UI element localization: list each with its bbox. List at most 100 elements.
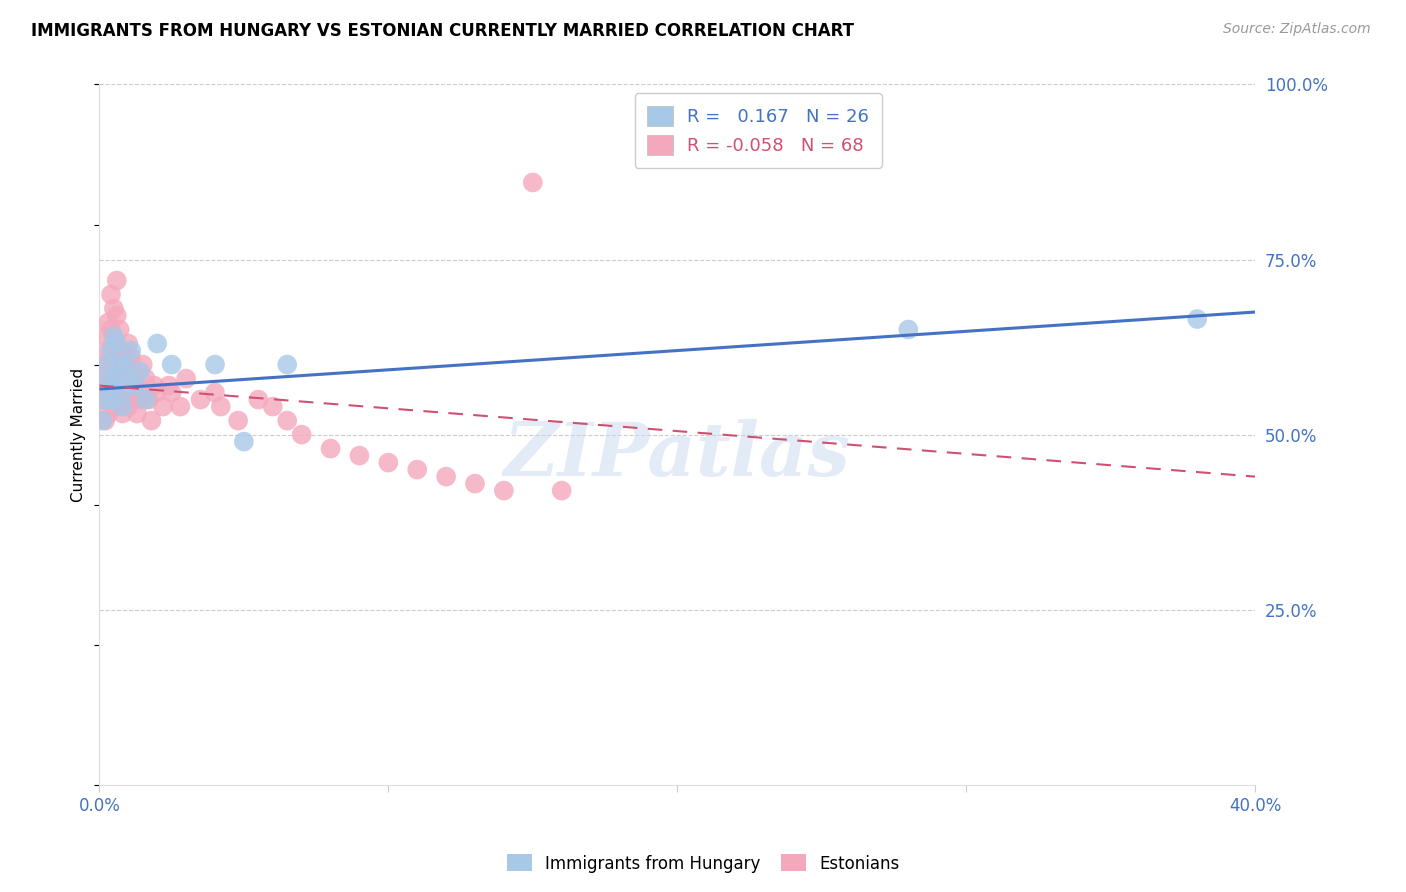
Point <box>276 358 298 372</box>
Point <box>105 371 128 385</box>
Point <box>114 358 136 372</box>
Point <box>100 358 122 372</box>
Point <box>135 392 157 407</box>
Point <box>105 378 128 392</box>
Point <box>125 407 148 421</box>
Legend: Immigrants from Hungary, Estonians: Immigrants from Hungary, Estonians <box>501 847 905 880</box>
Point <box>103 378 125 392</box>
Point <box>349 449 371 463</box>
Point <box>160 385 183 400</box>
Point <box>169 400 191 414</box>
Point <box>103 336 125 351</box>
Point <box>122 365 145 379</box>
Point <box>897 322 920 336</box>
Point <box>111 343 134 358</box>
Point <box>103 329 125 343</box>
Text: IMMIGRANTS FROM HUNGARY VS ESTONIAN CURRENTLY MARRIED CORRELATION CHART: IMMIGRANTS FROM HUNGARY VS ESTONIAN CURR… <box>31 22 853 40</box>
Point <box>94 371 117 385</box>
Point <box>120 351 142 365</box>
Point <box>100 343 122 358</box>
Point <box>204 385 226 400</box>
Point <box>550 483 572 498</box>
Point <box>190 392 212 407</box>
Point <box>100 392 122 407</box>
Point <box>160 358 183 372</box>
Point <box>125 378 148 392</box>
Point <box>97 343 120 358</box>
Point <box>204 358 226 372</box>
Point <box>91 392 114 407</box>
Point <box>135 371 157 385</box>
Point <box>100 392 122 407</box>
Point <box>226 414 249 428</box>
Legend: R =   0.167   N = 26, R = -0.058   N = 68: R = 0.167 N = 26, R = -0.058 N = 68 <box>634 94 882 168</box>
Point <box>97 378 120 392</box>
Point <box>117 400 139 414</box>
Point <box>120 378 142 392</box>
Y-axis label: Currently Married: Currently Married <box>72 368 86 501</box>
Point <box>209 400 232 414</box>
Point <box>146 336 169 351</box>
Point <box>152 400 174 414</box>
Point <box>108 385 131 400</box>
Point <box>105 309 128 323</box>
Point <box>406 462 429 476</box>
Point <box>105 343 128 358</box>
Point <box>132 385 155 400</box>
Point <box>174 371 197 385</box>
Point <box>91 414 114 428</box>
Point <box>128 392 150 407</box>
Point <box>146 385 169 400</box>
Point <box>103 301 125 316</box>
Point <box>100 287 122 301</box>
Point <box>108 358 131 372</box>
Point <box>157 378 180 392</box>
Text: Source: ZipAtlas.com: Source: ZipAtlas.com <box>1223 22 1371 37</box>
Point <box>138 392 160 407</box>
Point <box>1187 312 1209 326</box>
Point <box>103 400 125 414</box>
Point <box>105 336 128 351</box>
Point <box>97 407 120 421</box>
Point <box>111 385 134 400</box>
Point <box>122 392 145 407</box>
Point <box>141 414 163 428</box>
Point <box>232 434 254 449</box>
Point <box>100 322 122 336</box>
Point <box>319 442 342 456</box>
Point <box>114 358 136 372</box>
Point <box>94 329 117 343</box>
Point <box>128 365 150 379</box>
Point <box>108 358 131 372</box>
Point <box>143 378 166 392</box>
Point <box>132 358 155 372</box>
Point <box>247 392 270 407</box>
Text: ZIPatlas: ZIPatlas <box>503 419 851 491</box>
Point <box>94 392 117 407</box>
Point <box>117 371 139 385</box>
Point <box>276 414 298 428</box>
Point <box>122 378 145 392</box>
Point <box>377 456 399 470</box>
Point <box>103 371 125 385</box>
Point <box>262 400 284 414</box>
Point <box>434 469 457 483</box>
Point <box>97 316 120 330</box>
Point <box>291 427 314 442</box>
Point <box>117 371 139 385</box>
Point <box>492 483 515 498</box>
Point <box>111 407 134 421</box>
Point <box>117 336 139 351</box>
Point <box>108 322 131 336</box>
Point <box>94 414 117 428</box>
Point <box>111 378 134 392</box>
Point <box>91 358 114 372</box>
Point <box>97 371 120 385</box>
Point <box>464 476 486 491</box>
Point <box>114 392 136 407</box>
Point <box>120 343 142 358</box>
Point <box>105 273 128 287</box>
Point <box>522 176 544 190</box>
Point <box>97 358 120 372</box>
Point <box>111 400 134 414</box>
